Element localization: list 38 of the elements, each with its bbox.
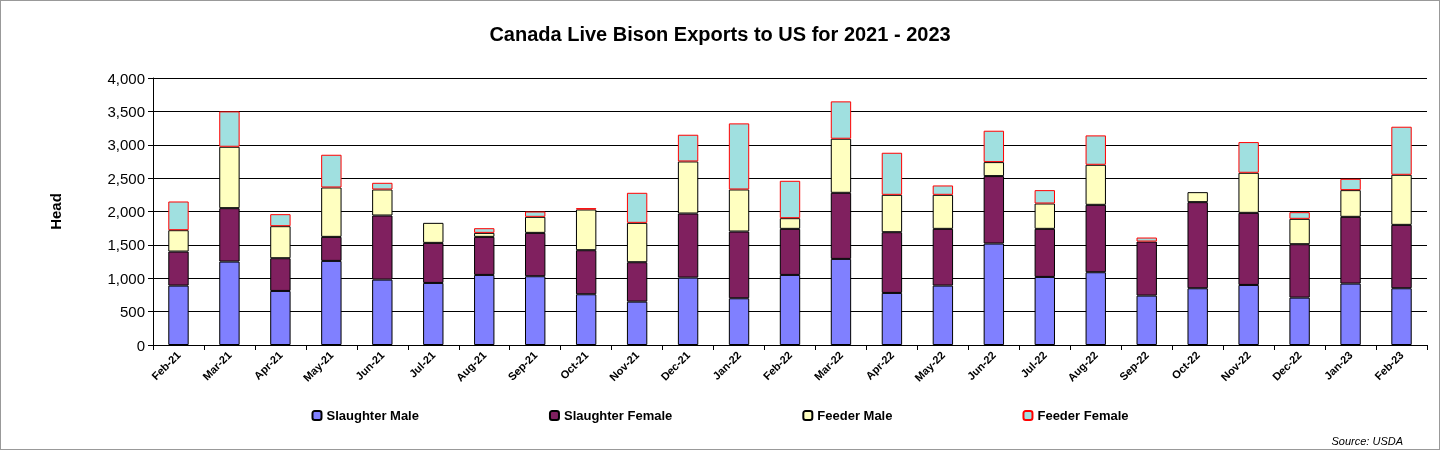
y-tick-label: 500 [119, 303, 145, 321]
bar [677, 134, 699, 162]
bar [626, 192, 648, 223]
bar [830, 101, 852, 139]
source-note: Source: USDA [1331, 435, 1403, 447]
bar [728, 123, 750, 190]
legend-label: Slaughter Female [563, 408, 673, 423]
bar [372, 182, 393, 190]
bar [1034, 190, 1055, 204]
bar [1136, 237, 1157, 242]
chart-title: Canada Live Bison Exports to US for 2021 - 2023 [489, 23, 951, 45]
legend-label: Feeder Female [1037, 408, 1129, 423]
bar [983, 130, 1005, 163]
legend-label: Feeder Male [817, 408, 893, 423]
y-axis-title: Head [47, 193, 64, 230]
y-tick-label: 2,500 [107, 169, 145, 187]
bar [1238, 142, 1259, 173]
bar [1340, 178, 1361, 191]
y-tick-label: 2,000 [107, 203, 145, 220]
bar [881, 152, 903, 195]
y-tick-label: 3,000 [107, 136, 145, 154]
bar [168, 201, 189, 231]
bar [321, 154, 342, 188]
bar [932, 185, 954, 195]
bar [779, 180, 801, 219]
bar [474, 228, 495, 233]
bar [270, 214, 291, 227]
y-tick-label: 4,000 [107, 69, 145, 87]
y-tick-label: 1,500 [107, 236, 145, 254]
y-tick-label: 3,500 [107, 102, 145, 120]
y-tick-label: 0 [136, 336, 145, 354]
bar [1289, 212, 1310, 219]
bar [1085, 135, 1106, 165]
y-tick-label: 1,000 [107, 269, 145, 287]
bar [1391, 126, 1412, 175]
bar [525, 211, 546, 217]
legend-label: Slaughter Male [326, 408, 419, 423]
bar [219, 111, 240, 147]
